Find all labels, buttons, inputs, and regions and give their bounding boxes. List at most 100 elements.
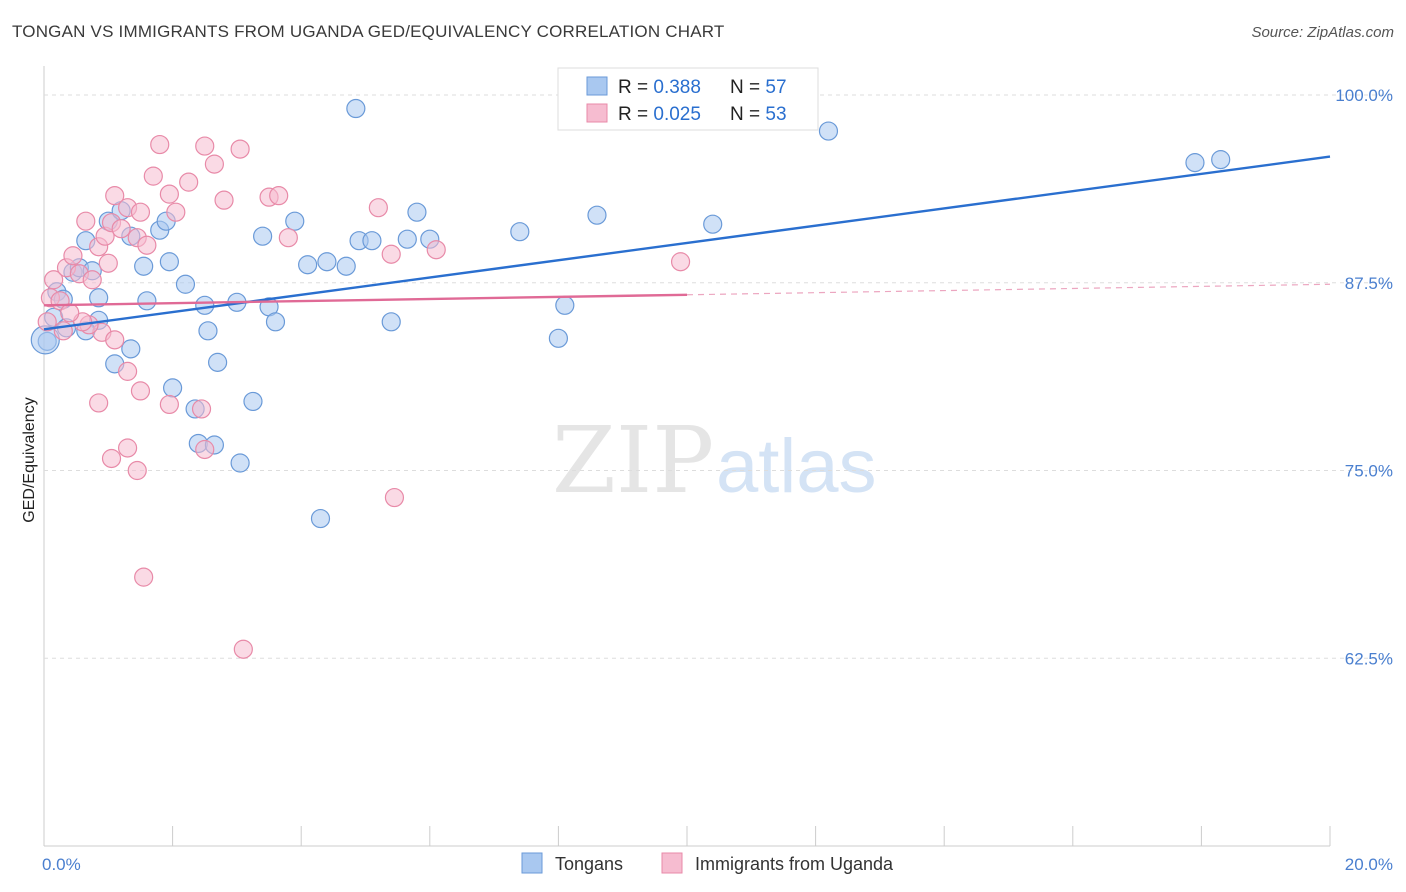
uganda-point: [60, 303, 80, 323]
x-tick-label: 20.0%: [1345, 855, 1393, 874]
svg-text:N = 53: N = 53: [730, 104, 787, 125]
y-tick-label: 100.0%: [1335, 86, 1393, 105]
y-tick-labels: 100.0% 87.5% 75.0% 62.5%: [1335, 86, 1393, 668]
tongan-point: [510, 222, 530, 242]
tongan-point: [703, 214, 723, 234]
tongan-point: [336, 256, 356, 276]
uganda-point: [111, 219, 131, 239]
uganda-point: [381, 244, 401, 264]
tongan-point: [362, 231, 382, 251]
tongan-point: [407, 202, 427, 222]
legend-r-value-2: 0.025: [653, 104, 701, 125]
tongan-point: [555, 295, 575, 315]
legend-n-value-2: 53: [765, 104, 786, 125]
legend-r-label-2: R =: [618, 104, 653, 125]
tongan-point: [587, 205, 607, 225]
uganda-point: [63, 246, 83, 266]
legend-n-label-2: N =: [730, 104, 765, 125]
y-tick-label: 62.5%: [1345, 649, 1393, 668]
uganda-trend-line: [686, 283, 1331, 296]
uganda-point: [191, 399, 212, 419]
uganda-point: [159, 184, 179, 204]
uganda-point: [105, 330, 125, 350]
watermark-atlas: atlas: [716, 424, 877, 509]
y-tick-label: 87.5%: [1345, 274, 1393, 293]
tongan-point: [317, 252, 337, 272]
uganda-point: [384, 487, 405, 508]
tongan-point: [381, 312, 401, 332]
uganda-trend-line: [43, 293, 688, 307]
source-label: Source: ZipAtlas.com: [1251, 24, 1394, 41]
tongan-point: [298, 255, 318, 275]
legend-r-label-1: R =: [618, 77, 653, 98]
tongan-point: [243, 391, 263, 412]
uganda-point: [76, 211, 96, 231]
uganda-point: [105, 186, 125, 206]
uganda-point: [179, 172, 199, 192]
bottom-legend-label-tongans: Tongans: [555, 854, 623, 874]
tongan-point: [198, 321, 218, 341]
tongan-point: [163, 378, 183, 398]
tongan-trend-line: [43, 155, 1331, 331]
uganda-point: [159, 394, 179, 415]
uganda-point: [368, 198, 388, 218]
uganda-point: [230, 139, 250, 159]
legend-n-label-1: N =: [730, 77, 765, 98]
tongan-point: [159, 252, 179, 272]
watermark-zip: ZIP: [552, 407, 714, 514]
tongan-point: [548, 328, 569, 348]
tongan-point: [230, 453, 250, 473]
uganda-point: [278, 228, 298, 248]
uganda-point: [130, 381, 151, 401]
uganda-point: [101, 448, 122, 469]
bottom-legend-swatch-tongans: [521, 852, 543, 874]
series-legend: Tongans Immigrants from Uganda: [521, 852, 894, 874]
tongan-point: [310, 508, 331, 529]
legend-swatch-tongans: [586, 76, 608, 96]
tongan-point: [1211, 150, 1231, 170]
uganda-point: [204, 154, 224, 174]
x-axis-ticks: 0.0% 20.0%: [42, 826, 1393, 874]
tongan-point: [397, 229, 417, 249]
tongan-point: [253, 226, 273, 246]
uganda-point: [44, 270, 64, 290]
uganda-point: [117, 438, 138, 458]
tongan-point: [265, 312, 286, 332]
tongan-point: [208, 352, 228, 372]
svg-text:N = 57: N = 57: [730, 77, 787, 98]
uganda-point: [426, 240, 446, 260]
trend-lines: [43, 155, 1331, 331]
correlation-legend: R = 0.388 N = 57 R = 0.025 N = 53: [557, 67, 819, 131]
tongan-point: [818, 121, 839, 141]
uganda-point: [195, 439, 215, 460]
tongan-point: [121, 339, 141, 359]
uganda-point: [137, 235, 157, 255]
tongan-point: [285, 211, 305, 231]
uganda-point: [195, 136, 215, 156]
tongan-point: [89, 288, 109, 308]
uganda-point: [89, 393, 109, 413]
uganda-point: [98, 253, 118, 273]
data-points: [30, 98, 1231, 659]
grid-lines: [44, 94, 1392, 659]
uganda-point: [670, 252, 691, 272]
chart-title: TONGAN VS IMMIGRANTS FROM UGANDA GED/EQU…: [12, 22, 725, 41]
uganda-point: [82, 270, 102, 290]
uganda-point: [269, 186, 289, 206]
tongan-point: [346, 98, 366, 119]
x-tick-label: 0.0%: [42, 855, 81, 874]
uganda-point: [143, 166, 163, 186]
uganda-point: [130, 202, 151, 222]
uganda-point: [166, 202, 186, 222]
legend-n-value-1: 57: [765, 77, 786, 98]
tongan-point: [134, 256, 154, 276]
tongan-point: [175, 274, 196, 294]
tongan-point: [195, 295, 215, 315]
uganda-point: [233, 639, 253, 659]
uganda-point: [53, 321, 73, 341]
svg-text:R = 0.025: R = 0.025: [618, 104, 701, 125]
legend-swatch-uganda: [586, 103, 608, 123]
bottom-legend-swatch-uganda: [661, 852, 683, 874]
uganda-point: [134, 567, 154, 587]
